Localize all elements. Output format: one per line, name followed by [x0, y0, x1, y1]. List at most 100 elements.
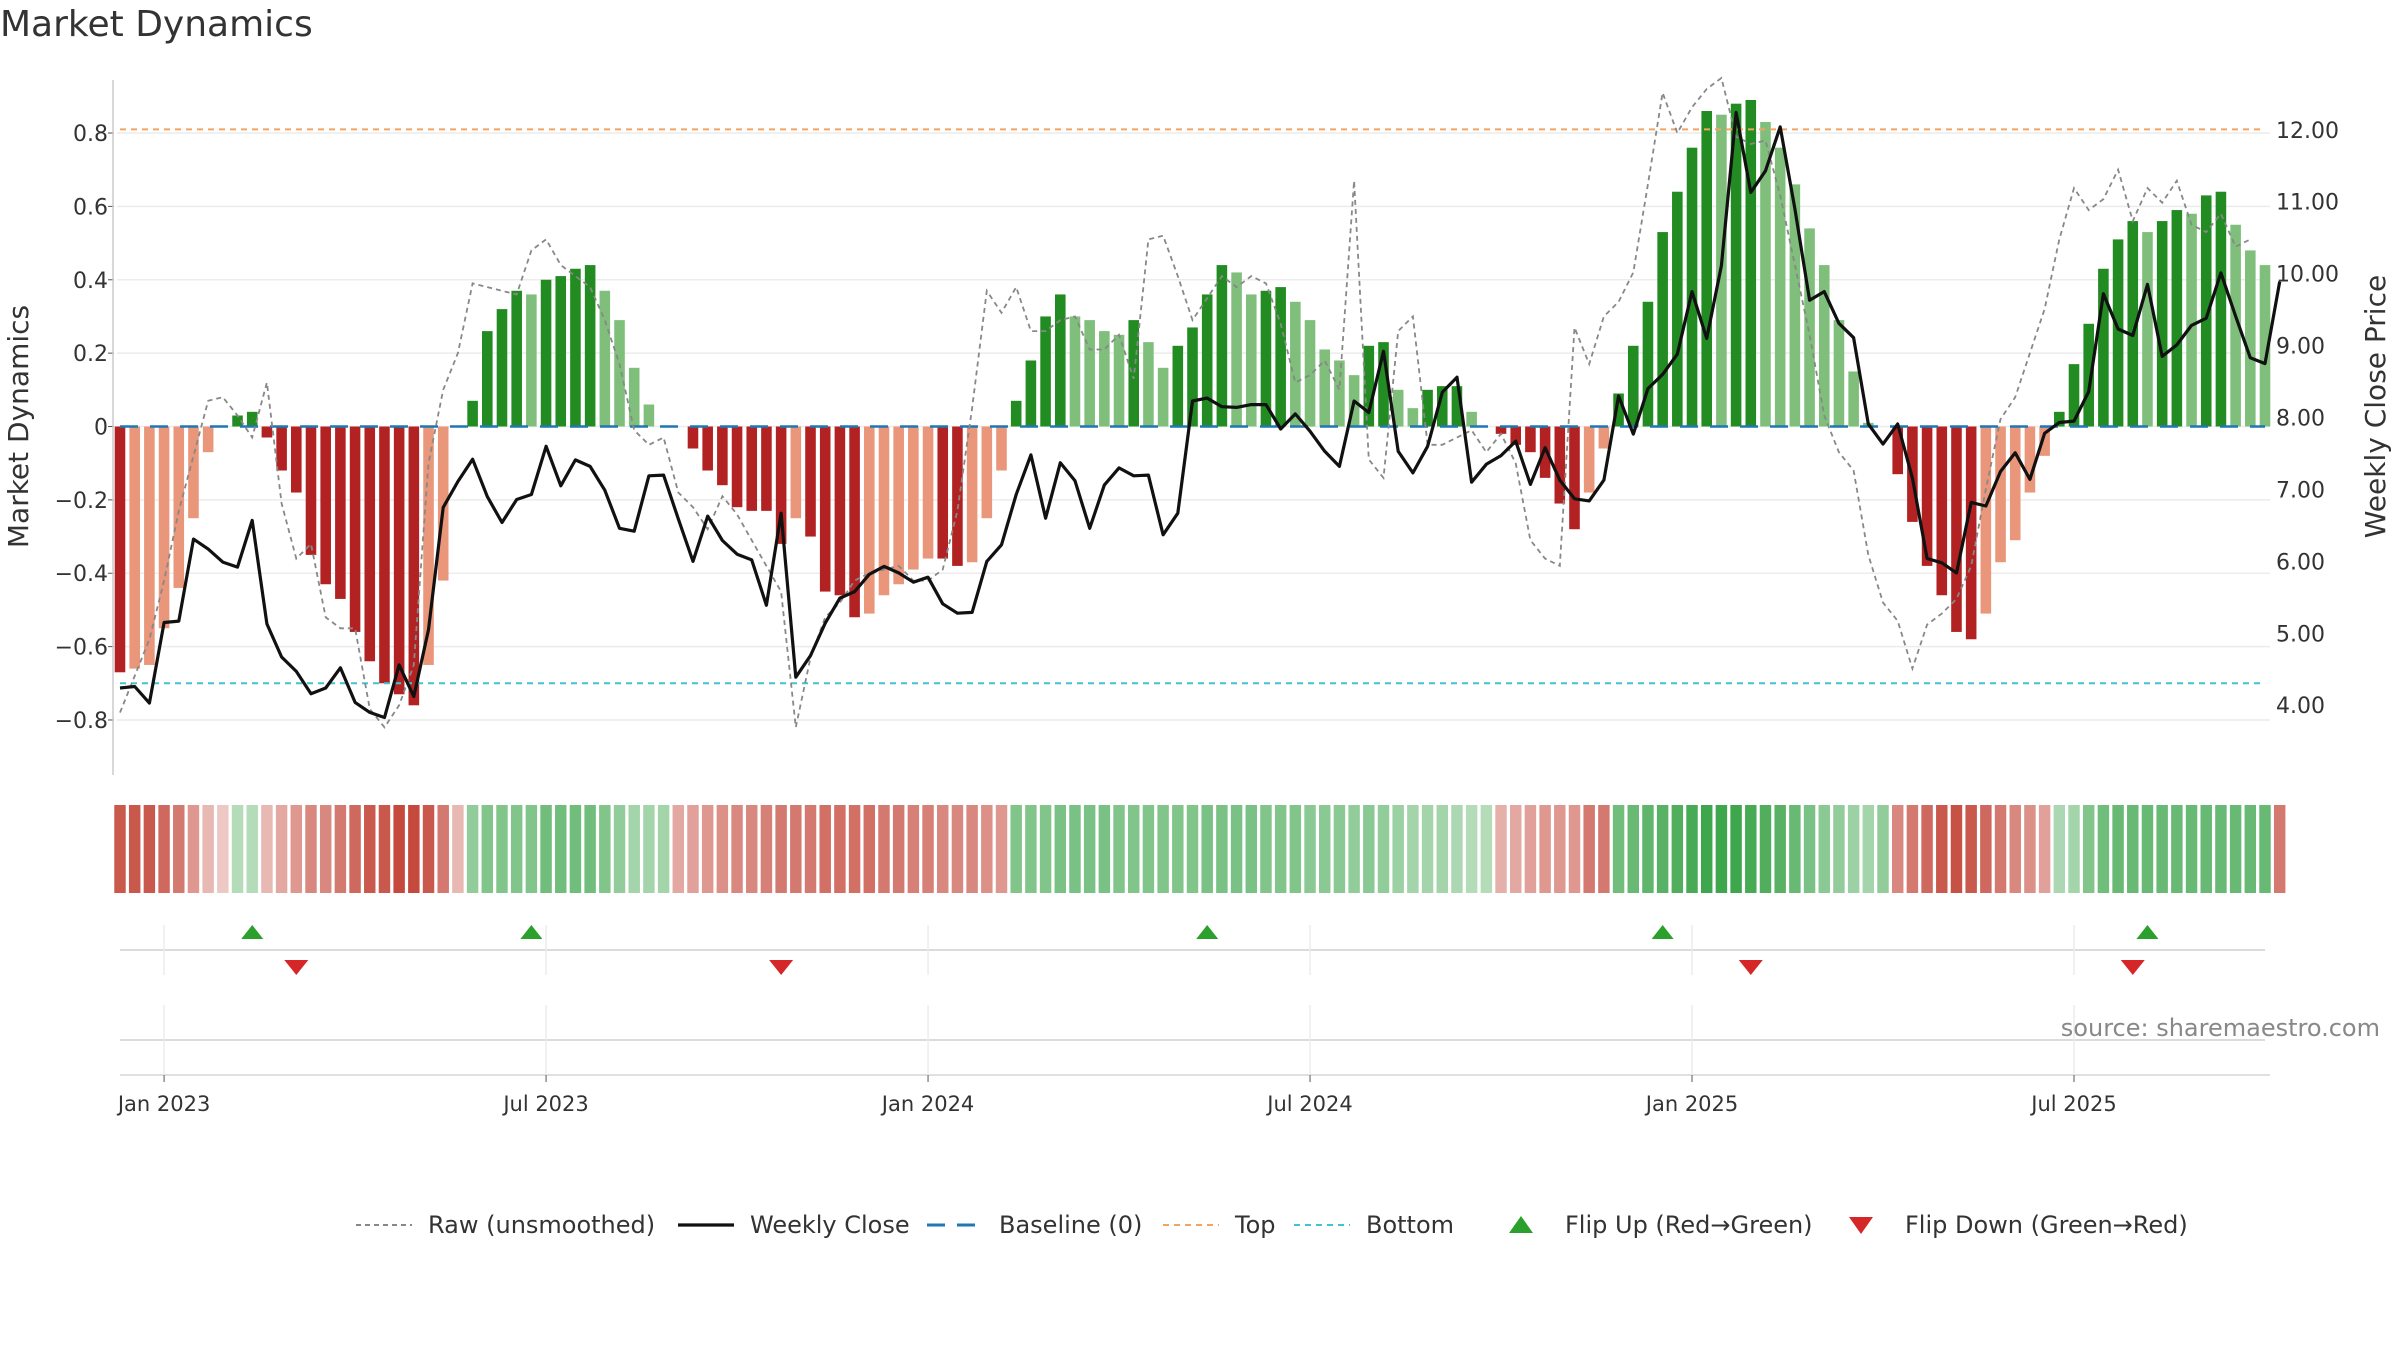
histogram-bar: [2127, 221, 2139, 427]
y-tick-label-left: −0.2: [55, 489, 108, 514]
histogram-bar: [1965, 426, 1977, 640]
series-lines: [119, 76, 2282, 729]
histogram-bar: [1686, 147, 1698, 427]
y-tick-label-right: 8.00: [2276, 407, 2325, 432]
histogram-bar: [2200, 195, 2212, 427]
histogram-bar: [158, 426, 170, 629]
histogram-bar: [246, 411, 258, 427]
histogram-bar: [2112, 239, 2124, 427]
legend-label: Raw (unsmoothed): [428, 1211, 655, 1239]
flip-down-marker: [769, 960, 794, 975]
histogram-bar: [731, 426, 743, 508]
histogram-bar: [114, 426, 126, 673]
strip-cell: [2156, 805, 2168, 893]
strip-cell: [1480, 805, 1493, 893]
strip-cell: [1216, 805, 1228, 893]
chart-legend: Raw (unsmoothed) Weekly Close Baseline (0)…: [356, 1211, 2188, 1239]
strip-cell: [922, 805, 934, 893]
histogram-bar: [1245, 294, 1257, 427]
strip-cell: [2229, 805, 2242, 893]
histogram-bar: [1304, 320, 1316, 427]
histogram-bar: [1054, 294, 1066, 427]
strip-cell: [540, 805, 552, 893]
strip-cell: [481, 805, 494, 893]
histogram-bar: [379, 426, 390, 684]
axes: 0.8 0.6 0.4 0.2 0 −0.2 −0.4 −0.6 −0.8 12.00 11.00 1…: [2, 80, 2392, 775]
histogram-bar: [2215, 191, 2227, 427]
histogram-bar: [2186, 213, 2197, 427]
strip-cell: [231, 805, 244, 893]
strip-cell: [701, 805, 714, 893]
strip-cell: [261, 805, 273, 893]
histogram-bar: [2230, 224, 2241, 427]
histogram-bar: [996, 426, 1007, 471]
strip-cell: [1172, 805, 1184, 893]
histogram-bar: [305, 426, 317, 555]
strip-cell: [1392, 805, 1404, 893]
histogram-bar: [1760, 122, 1771, 427]
histogram-bar: [702, 426, 713, 471]
histogram-bar: [423, 426, 434, 665]
histogram-bar: [878, 426, 890, 596]
histogram-bar: [526, 294, 537, 427]
strip-cell: [2127, 805, 2139, 893]
histogram-bar: [1789, 184, 1801, 427]
strip-cell: [452, 805, 464, 893]
regime-strip: [114, 805, 2286, 893]
histogram-bar: [1436, 386, 1448, 427]
strip-cell: [1965, 805, 1977, 893]
histogram-bar: [1701, 111, 1713, 427]
y-tick-label-right: 4.00: [2276, 694, 2325, 719]
histogram-bar: [1583, 426, 1595, 493]
histogram-bar: [614, 320, 625, 427]
strip-cell: [746, 805, 758, 893]
strip-cell: [1906, 805, 1919, 893]
histogram-bar: [1099, 331, 1110, 427]
strip-cell: [1039, 805, 1052, 893]
strip-cell: [173, 805, 185, 893]
strip-cell: [290, 805, 303, 893]
histogram-bar: [2083, 323, 2094, 427]
y-tick-label-left: −0.4: [55, 562, 108, 587]
strip-cell: [2215, 805, 2227, 893]
x-tick-label: Jul 2023: [501, 1092, 588, 1116]
strip-cell: [1421, 805, 1434, 893]
strip-cell: [2053, 805, 2066, 893]
histogram-bar: [893, 426, 904, 585]
histogram-bar: [1818, 265, 1830, 427]
histogram-bar: [1260, 290, 1272, 427]
strip-cell: [2068, 805, 2080, 893]
histogram-bar: [1172, 345, 1184, 427]
histogram-bar: [1848, 371, 1859, 427]
histogram-bar: [1554, 426, 1566, 504]
strip-cell: [584, 805, 596, 893]
y-axis-label-left: Market Dynamics: [2, 305, 35, 548]
strip-cell: [143, 805, 156, 893]
histogram-bar: [1598, 426, 1610, 449]
y-tick-label-left: 0.8: [73, 122, 108, 147]
histogram-bar: [1128, 320, 1140, 427]
strip-cell: [613, 805, 626, 893]
strip-cell: [1539, 805, 1551, 893]
flip-up-marker: [2136, 925, 2159, 939]
strip-cell: [1730, 805, 1742, 893]
strip-cell: [2171, 805, 2183, 893]
histogram-bar: [2156, 221, 2168, 427]
histogram-bar: [1745, 100, 1757, 427]
gridlines: [117, 132, 2270, 721]
strip-cell: [760, 805, 773, 893]
y-tick-label-right: 7.00: [2276, 478, 2325, 503]
weekly-close-line: [119, 110, 2282, 720]
strip-cell: [2244, 805, 2257, 893]
strip-cell: [1583, 805, 1595, 893]
strip-cell: [643, 805, 655, 893]
strip-cell: [275, 805, 288, 893]
histogram-bar: [408, 426, 420, 706]
histogram-bar: [746, 426, 758, 511]
histogram-bar: [364, 426, 376, 662]
strip-cell: [2009, 805, 2021, 893]
strip-cell: [892, 805, 905, 893]
strip-cell: [937, 805, 949, 893]
strip-cell: [804, 805, 817, 893]
strip-cell: [1465, 805, 1478, 893]
